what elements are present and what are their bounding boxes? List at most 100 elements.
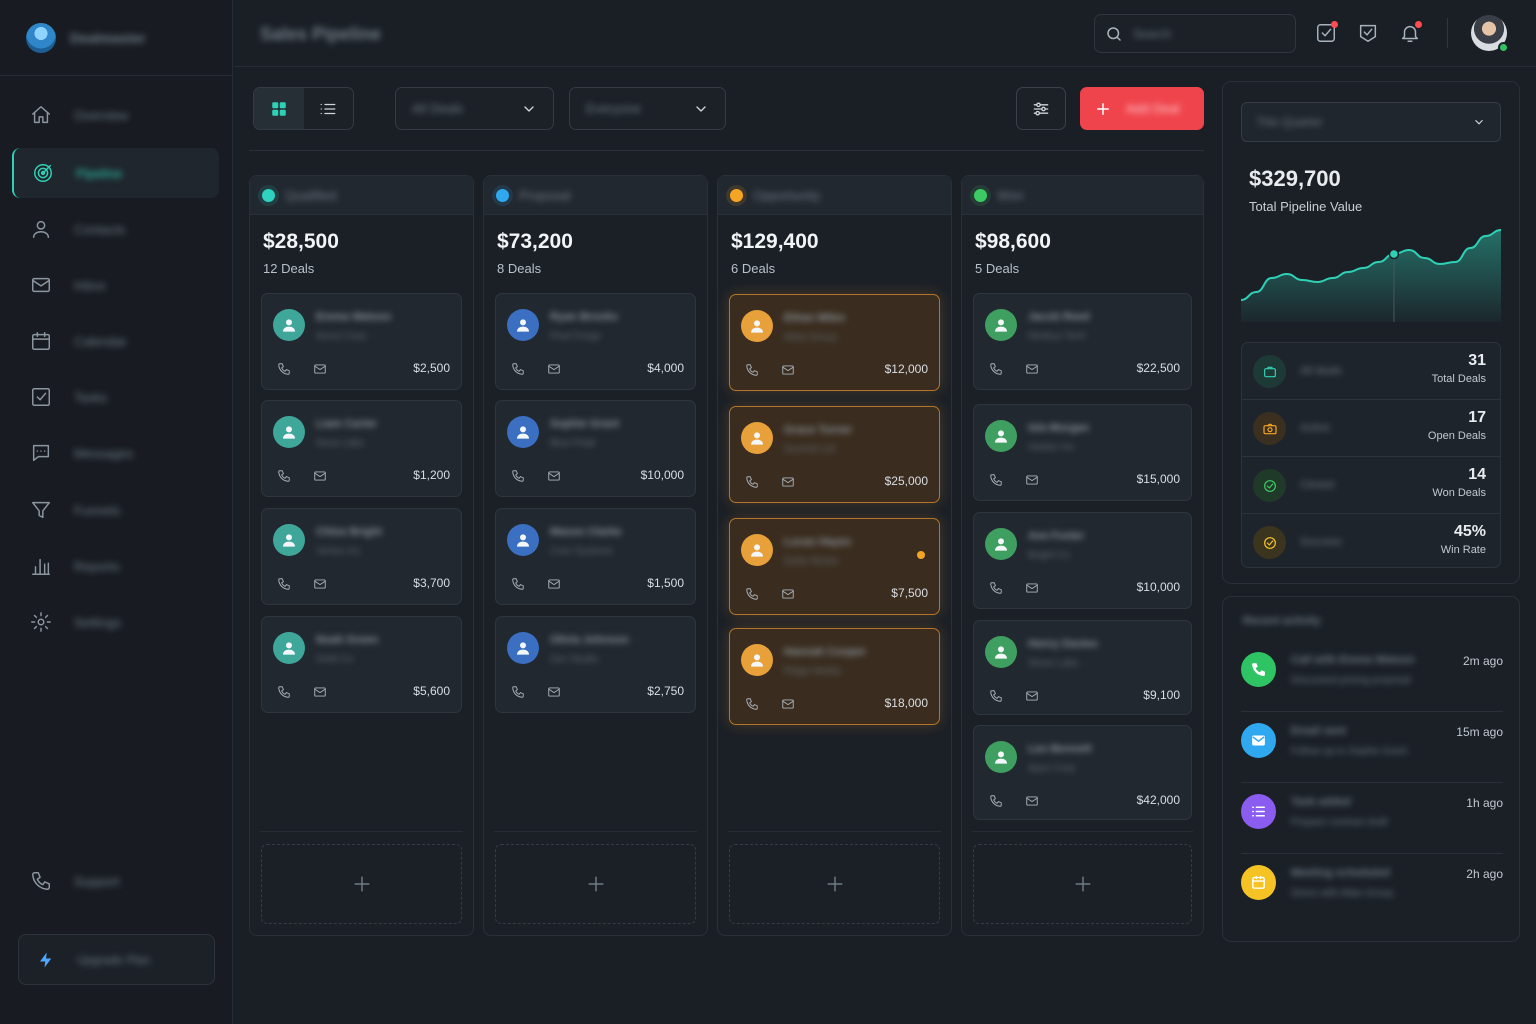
phone-icon[interactable] xyxy=(989,473,1003,487)
stat-win-rate[interactable]: Success 45% Win Rate xyxy=(1242,514,1500,571)
add-card-button[interactable] xyxy=(973,844,1192,924)
deal-card[interactable]: Ethan Miles Atlas Group $12,000 xyxy=(729,294,940,391)
activity-item[interactable]: Meeting scheduled Demo with Atlas Group 2h… xyxy=(1241,855,1503,925)
owner-filter-dropdown[interactable]: Everyone xyxy=(569,87,726,130)
search-input[interactable] xyxy=(1133,26,1273,41)
sidebar-item-overview[interactable]: Overview xyxy=(12,90,219,140)
phone-icon[interactable] xyxy=(511,362,525,376)
deal-card[interactable]: Grace Turner Summit Ltd $25,000 xyxy=(729,406,940,503)
sidebar-item-tasks[interactable]: Tasks xyxy=(12,372,219,422)
sidebar-item-label: Reports xyxy=(74,558,120,574)
deal-card[interactable]: Sophie Grant Blue Peak $10,000 xyxy=(495,400,696,497)
add-card-button[interactable] xyxy=(729,844,940,924)
column-header[interactable]: Opportunity xyxy=(718,176,951,215)
check-shield-button[interactable] xyxy=(1357,22,1379,44)
period-dropdown[interactable]: This Quarter xyxy=(1241,102,1501,142)
sidebar-item-funnels[interactable]: Funnels xyxy=(12,485,219,535)
phone-icon[interactable] xyxy=(511,577,525,591)
phone-icon[interactable] xyxy=(745,475,759,489)
deal-card[interactable]: Isla Morgan Harbor Inc $15,000 xyxy=(973,404,1192,501)
mail-icon[interactable] xyxy=(547,469,562,483)
sidebar-item-pipeline[interactable]: Pipeline xyxy=(12,148,219,198)
board-view-button[interactable] xyxy=(254,88,304,129)
mail-icon[interactable] xyxy=(1025,581,1040,595)
deals-filter-dropdown[interactable]: All Deals xyxy=(395,87,554,130)
phone-icon[interactable] xyxy=(989,689,1003,703)
column-header[interactable]: Won xyxy=(962,176,1203,215)
deal-card[interactable]: Ryan Brooks Pixel Forge $4,000 xyxy=(495,293,696,390)
phone-icon[interactable] xyxy=(989,794,1003,808)
column-header[interactable]: Proposal xyxy=(484,176,707,215)
phone-icon[interactable] xyxy=(745,697,759,711)
activity-item[interactable]: Call with Emma Watson Discussed pricing p… xyxy=(1241,642,1503,712)
mail-icon[interactable] xyxy=(313,362,328,376)
phone-icon[interactable] xyxy=(277,469,291,483)
activity-item[interactable]: Task added Prepare contract draft 1h ago xyxy=(1241,784,1503,854)
deal-card[interactable]: Lucas Hayes Delta Works $7,500 xyxy=(729,518,940,615)
phone-icon[interactable] xyxy=(277,685,291,699)
deal-card[interactable]: Leo Bennett Apex Corp $42,000 xyxy=(973,725,1192,820)
deal-card[interactable]: Ava Foster Bright Co $10,000 xyxy=(973,512,1192,609)
mail-icon[interactable] xyxy=(313,577,328,591)
deal-card[interactable]: Hannah Cooper Ridge Media $18,000 xyxy=(729,628,940,725)
phone-icon[interactable] xyxy=(511,469,525,483)
notifications-button[interactable] xyxy=(1399,21,1422,44)
mail-icon[interactable] xyxy=(1025,362,1040,376)
add-deal-button[interactable]: Add Deal xyxy=(1080,87,1204,130)
deal-card[interactable]: Olivia Johnson Zen Studio $2,750 xyxy=(495,616,696,713)
mail-icon[interactable] xyxy=(1025,689,1040,703)
target-icon xyxy=(34,164,52,182)
user-avatar[interactable] xyxy=(1471,15,1509,53)
checkbox-icon xyxy=(32,388,50,406)
brand[interactable]: Dealmaster xyxy=(0,0,232,76)
contact-company: Orbit Co xyxy=(316,654,354,665)
deal-card[interactable]: Emma Watson Acme Corp $2,500 xyxy=(261,293,462,390)
add-card-button[interactable] xyxy=(495,844,696,924)
column-header[interactable]: Qualified xyxy=(250,176,473,215)
filter-settings-button[interactable] xyxy=(1016,87,1066,130)
deal-card[interactable]: Noah Green Orbit Co $5,600 xyxy=(261,616,462,713)
phone-icon[interactable] xyxy=(745,587,759,601)
sidebar-item-contacts[interactable]: Contacts xyxy=(12,204,219,254)
deal-card[interactable]: Henry Davies Stone Labs $9,100 xyxy=(973,620,1192,715)
phone-icon[interactable] xyxy=(277,577,291,591)
task-check-button[interactable] xyxy=(1315,21,1338,44)
deal-card[interactable]: Mason Clarke Core Systems $1,500 xyxy=(495,508,696,605)
stat-open-deals[interactable]: Active 17 Open Deals xyxy=(1242,400,1500,457)
mail-icon[interactable] xyxy=(781,587,796,601)
mail-icon[interactable] xyxy=(1025,794,1040,808)
upgrade-plan-button[interactable]: Upgrade Plan xyxy=(18,934,215,985)
search-box[interactable] xyxy=(1094,14,1296,53)
sidebar-item-settings[interactable]: Settings xyxy=(12,597,219,647)
sidebar-item-messages[interactable]: Messages xyxy=(12,428,219,478)
mail-icon[interactable] xyxy=(313,469,328,483)
sidebar-item-calendar[interactable]: Calendar xyxy=(12,316,219,366)
deal-card[interactable]: Liam Carter Nova Labs $1,200 xyxy=(261,400,462,497)
mail-icon[interactable] xyxy=(1025,473,1040,487)
contact-avatar xyxy=(507,632,539,664)
phone-icon[interactable] xyxy=(989,362,1003,376)
mail-icon[interactable] xyxy=(313,685,328,699)
deal-amount: $10,000 xyxy=(640,468,684,482)
mail-icon[interactable] xyxy=(781,475,796,489)
phone-icon[interactable] xyxy=(277,362,291,376)
sidebar-item-reports[interactable]: Reports xyxy=(12,541,219,591)
mail-icon[interactable] xyxy=(547,685,562,699)
mail-icon[interactable] xyxy=(781,363,796,377)
add-card-button[interactable] xyxy=(261,844,462,924)
mail-icon[interactable] xyxy=(781,697,796,711)
mail-icon[interactable] xyxy=(547,577,562,591)
trend-highlight-point[interactable] xyxy=(1388,248,1400,260)
deal-card[interactable]: Chloe Bright Vertex Inc $3,700 xyxy=(261,508,462,605)
mail-icon[interactable] xyxy=(547,362,562,376)
phone-icon[interactable] xyxy=(745,363,759,377)
list-view-button[interactable] xyxy=(304,88,354,129)
stat-won-deals[interactable]: Closed 14 Won Deals xyxy=(1242,457,1500,514)
sidebar-item-inbox[interactable]: Inbox xyxy=(12,260,219,310)
phone-icon[interactable] xyxy=(989,581,1003,595)
stat-total-deals[interactable]: All deals 31 Total Deals xyxy=(1242,343,1500,400)
deal-card[interactable]: Jacob Reed Nimbus Tech $22,500 xyxy=(973,293,1192,390)
sidebar-item-support[interactable]: Support xyxy=(12,856,219,906)
phone-icon[interactable] xyxy=(511,685,525,699)
activity-item[interactable]: Email sent Follow-up to Sophie Grant 15m a… xyxy=(1241,713,1503,783)
